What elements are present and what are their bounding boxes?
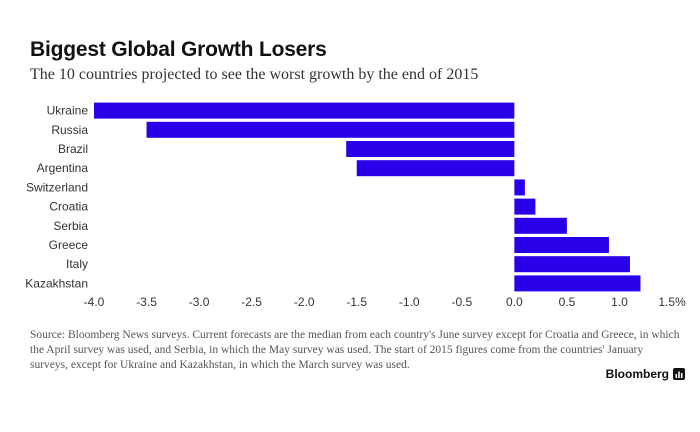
bar-ukraine	[94, 102, 515, 119]
category-label: Switzerland	[26, 180, 88, 194]
x-tick-label: 1.0	[611, 295, 628, 309]
bar-chart-icon	[673, 368, 685, 380]
chart-title: Biggest Global Growth Losers	[30, 38, 327, 61]
category-label: Russia	[51, 123, 88, 137]
source-note: Source: Bloomberg News surveys. Current …	[30, 329, 680, 371]
category-label: Ukraine	[47, 104, 89, 118]
x-tick-label: -1.0	[399, 295, 420, 309]
category-label: Serbia	[53, 219, 88, 233]
x-axis-ticks: -4.0 -3.5 -3.0 -2.5 -2.0 -1.5 -1.0 -0.5 0.0 0.5 1.…	[84, 295, 686, 309]
category-label: Argentina	[37, 161, 89, 175]
x-tick-label: 0.0	[506, 295, 523, 309]
bar-chart: Ukraine Russia Brazil Argentina Switzerland C…	[25, 102, 686, 309]
brand-logo: Bloomberg	[606, 367, 685, 381]
category-label: Italy	[66, 257, 88, 271]
x-tick-label: -0.5	[451, 295, 472, 309]
x-tick-label: -3.0	[189, 295, 210, 309]
x-tick-label: 0.5	[559, 295, 576, 309]
chart-subtitle: The 10 countries projected to see the wo…	[30, 66, 479, 83]
category-label: Kazakhstan	[25, 276, 88, 290]
x-tick-label: 1.5%	[658, 295, 686, 309]
brand-name: Bloomberg	[605, 367, 669, 381]
bar-greece	[514, 237, 609, 253]
bars-layer	[94, 102, 641, 292]
category-label: Brazil	[58, 142, 88, 156]
category-label: Greece	[49, 238, 89, 252]
x-tick-label: -3.5	[136, 295, 157, 309]
x-tick-label: -2.0	[294, 295, 315, 309]
bar-argentina	[356, 160, 515, 177]
bar-brazil	[346, 141, 515, 157]
x-tick-label: -4.0	[84, 295, 105, 309]
bar-croatia	[514, 198, 536, 215]
bar-russia	[146, 121, 515, 138]
x-tick-label: -1.5	[346, 295, 367, 309]
bar-italy	[514, 256, 630, 273]
category-label: Croatia	[49, 200, 88, 214]
category-labels: Ukraine Russia Brazil Argentina Switzerland C…	[25, 104, 88, 291]
bar-serbia	[514, 217, 567, 234]
x-tick-label: -2.5	[241, 295, 262, 309]
bar-kazakhstan	[514, 275, 641, 292]
bar-switzerland	[514, 179, 525, 196]
